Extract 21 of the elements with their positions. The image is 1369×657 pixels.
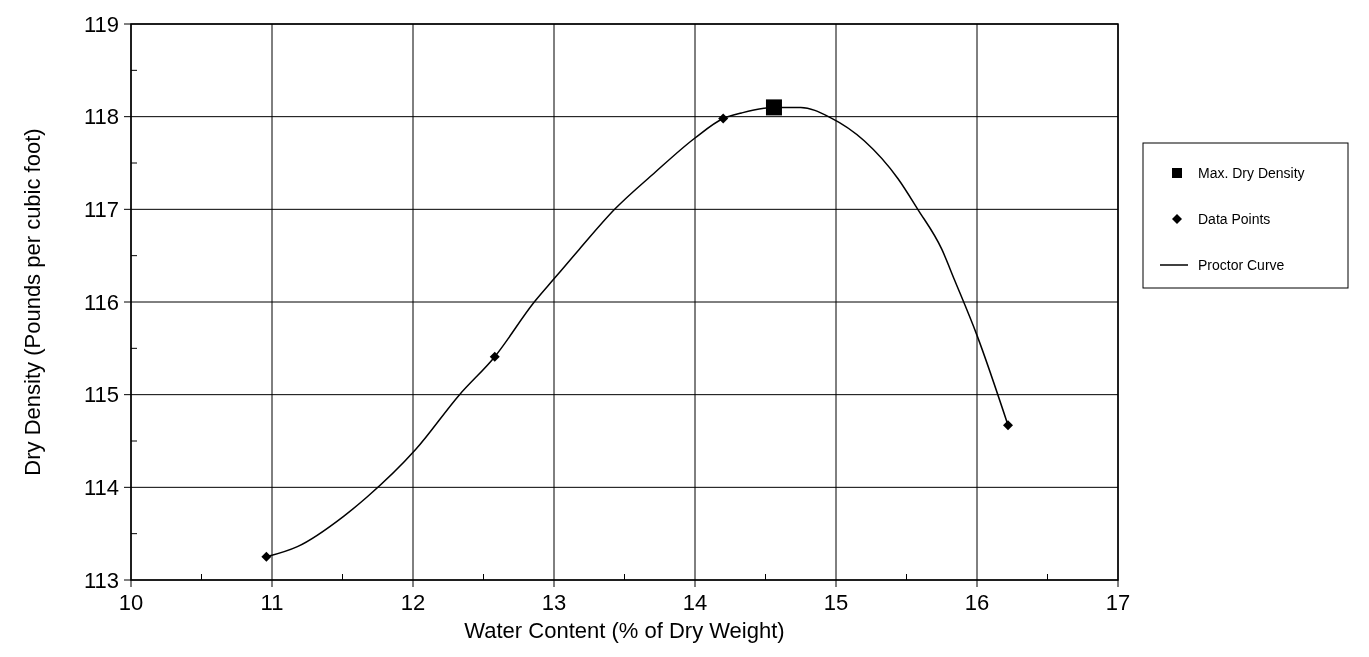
y-tick-label: 113 — [83, 567, 119, 593]
x-tick-label: 10 — [118, 590, 144, 615]
y-axis-title: Dry Density (Pounds per cubic foot) — [20, 128, 45, 476]
legend-label: Proctor Curve — [1198, 256, 1285, 273]
x-tick-label: 13 — [541, 590, 567, 615]
y-tick-label: 118 — [83, 104, 119, 130]
y-tick-label: 117 — [83, 197, 119, 223]
x-tick-label: 17 — [1105, 590, 1131, 615]
y-tick-label: 114 — [83, 475, 119, 501]
y-tick-label: 119 — [83, 11, 119, 37]
x-tick-label: 16 — [964, 590, 990, 615]
legend-label: Data Points — [1198, 210, 1271, 227]
x-tick-label: 14 — [682, 590, 708, 615]
x-tick-label: 11 — [260, 590, 284, 615]
point — [765, 99, 782, 116]
legend-label: Max. Dry Density — [1198, 164, 1305, 181]
x-tick-label: 12 — [400, 590, 426, 615]
y-tick-label: 116 — [83, 289, 119, 315]
y-tick-label: 115 — [83, 382, 119, 408]
x-axis-title: Water Content (% of Dry Weight) — [464, 618, 785, 643]
x-tick-label: 15 — [823, 590, 849, 615]
